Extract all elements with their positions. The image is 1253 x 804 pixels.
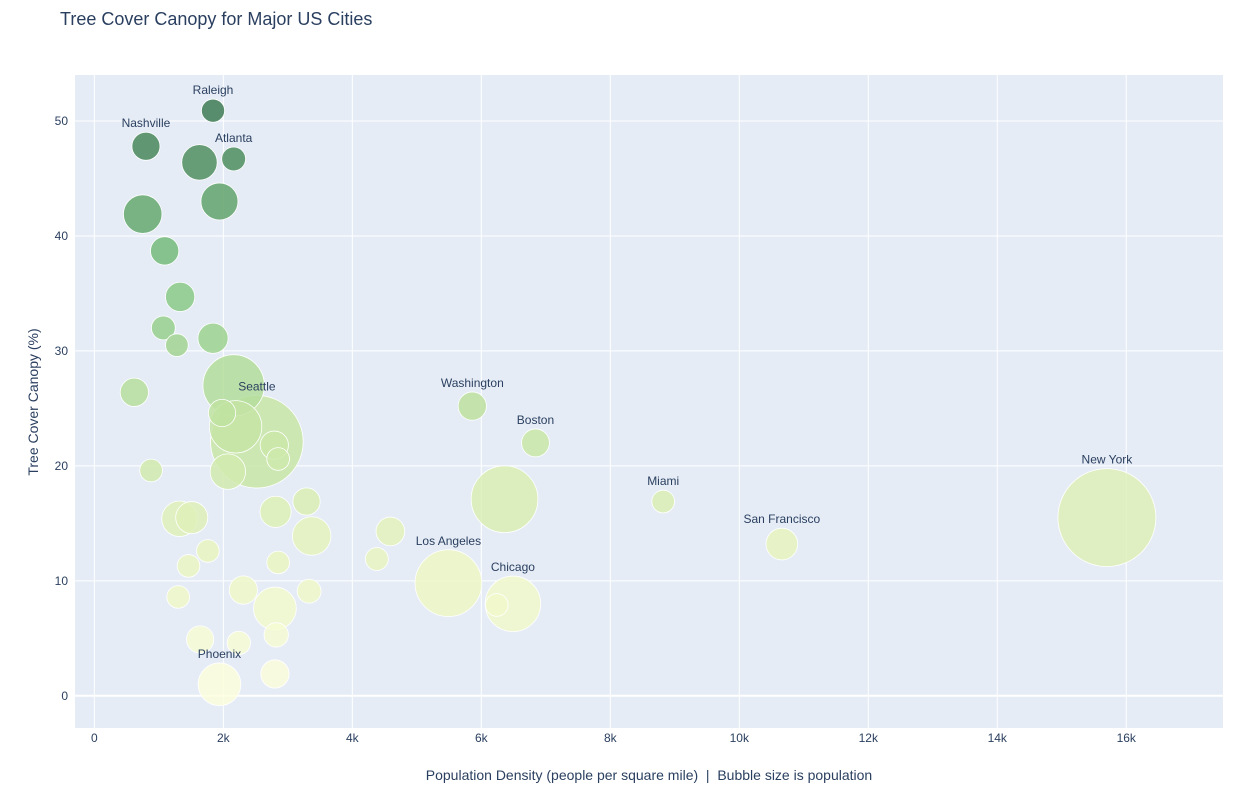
x-tick-label: 4k [346,731,360,745]
bubble [260,659,290,689]
bubble [165,281,196,312]
city-label: Raleigh [193,83,234,97]
x-tick-label: 14k [988,731,1008,745]
bubble [651,489,675,514]
axis-tick-labels: 0 2k 4k 6k 8k 10k 12k 14k 16k 0 10 20 30 40 50 [55,114,1137,745]
bubble [226,630,251,656]
city-label: Washington [441,376,504,390]
bubble [221,146,247,172]
bubble [176,554,201,578]
city-label: Los Angeles [416,534,481,548]
bubble [364,547,389,571]
bubble [414,549,483,617]
bubble [197,322,229,354]
bubble [196,539,220,563]
x-tick-label: 12k [859,731,879,745]
bubble [292,516,332,556]
y-tick-label: 20 [55,459,69,473]
city-label: Seattle [238,379,276,393]
x-axis-label: Population Density (people per square mi… [426,767,872,783]
bubble [208,398,237,428]
bubble [197,662,242,707]
bubble [186,625,215,654]
bubble [263,622,289,648]
city-label: Boston [517,413,554,427]
bubble [151,315,176,341]
bubble [119,377,149,407]
bubble [123,194,163,234]
x-tick-label: 16k [1117,731,1137,745]
bubble [292,487,321,516]
city-labels: Raleigh Nashville Atlanta Seattle Washington… [122,83,1134,661]
y-axis-label: Tree Cover Canopy (%) [25,328,41,475]
bubble [375,516,406,547]
bubble [765,527,799,561]
bubble [470,465,539,534]
y-tick-label: 40 [55,229,69,243]
x-tick-label: 6k [475,731,489,745]
bubble [266,550,290,575]
city-label: Chicago [491,560,535,574]
bubble [266,447,290,471]
bubble [209,453,246,490]
bubble [131,131,161,161]
y-tick-label: 10 [55,574,69,588]
y-tick-label: 0 [61,689,68,703]
x-tick-label: 10k [730,731,750,745]
bubble [228,575,258,605]
x-tick-label: 0 [91,731,98,745]
x-tick-label: 8k [604,731,618,745]
city-label: New York [1082,453,1134,467]
city-label: Nashville [122,116,171,130]
bubble [296,578,322,604]
bubble [200,182,239,221]
bubble [485,593,509,617]
y-tick-label: 50 [55,114,69,128]
y-tick-label: 30 [55,344,69,358]
bubble [521,428,550,458]
bubble [201,98,226,123]
grid-lines [75,75,1223,728]
city-label: Phoenix [198,647,241,661]
chart-title: Tree Cover Canopy for Major US Cities [60,9,372,29]
bubble [457,391,487,421]
bubble [139,458,163,483]
bubble [1057,468,1157,568]
x-tick-label: 2k [217,731,231,745]
bubble [175,501,209,535]
city-label: Miami [647,474,679,488]
bubble [150,236,180,266]
bubble [165,333,189,357]
bubble [259,495,292,528]
bubble [181,144,218,181]
bubble [166,585,190,609]
bubble-series [119,98,1157,707]
city-label: San Francisco [744,512,821,526]
city-label: Atlanta [215,131,253,145]
